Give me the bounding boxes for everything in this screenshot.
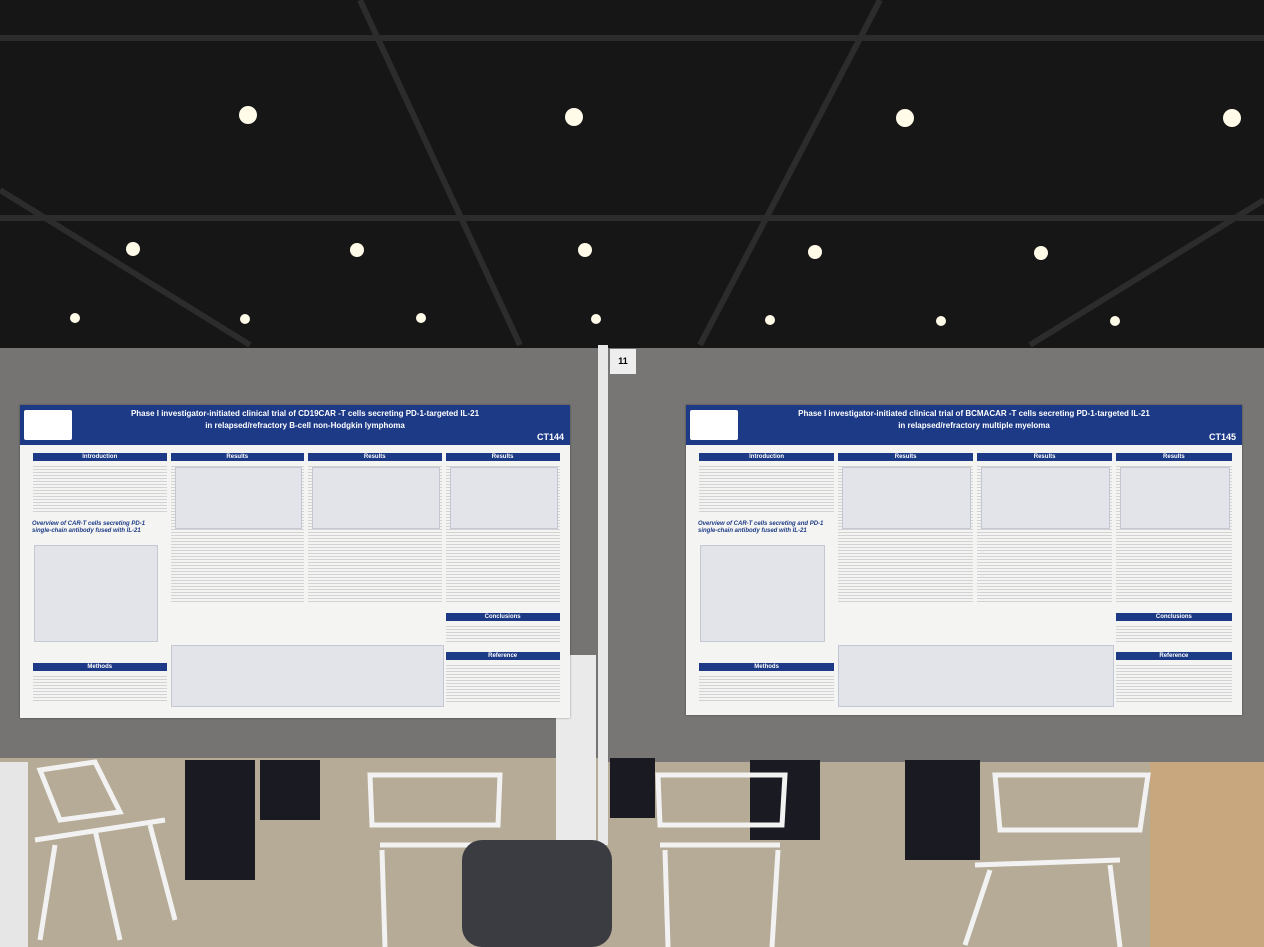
figure [700, 545, 825, 642]
section-text [445, 663, 560, 702]
poster-title: Phase I investigator-initiated clinical … [798, 409, 1150, 418]
section-header: Conclusions [445, 613, 560, 621]
section-text [699, 674, 835, 702]
section-header: Introduction [33, 453, 167, 461]
poster-code: CT145 [1208, 432, 1236, 442]
poster-title: in relapsed/refractory multiple myeloma [898, 421, 1050, 430]
figure [1120, 467, 1230, 529]
figure [174, 467, 302, 529]
section-text [33, 464, 167, 512]
section-header: Results [308, 453, 442, 461]
poster-title: Phase I investigator-initiated clinical … [130, 409, 480, 418]
section-header: Results [1116, 453, 1232, 461]
logo [690, 410, 738, 440]
ceiling [0, 0, 1264, 350]
section-header: Introduction [699, 453, 835, 461]
backpack [462, 840, 612, 947]
board-post [598, 345, 608, 845]
figure [170, 645, 444, 707]
wall [0, 762, 28, 947]
section-header: Methods [699, 663, 835, 671]
section-header: Reference [445, 652, 560, 660]
poster-code: CT144 [536, 432, 564, 442]
section-header: Results [838, 453, 974, 461]
section-header: Results [977, 453, 1113, 461]
section-text [699, 464, 835, 512]
overview-heading: Overview of CAR-T cells secreting PD-1 s… [32, 521, 146, 534]
chairs [34, 759, 1151, 947]
poster: Phase I investigator-initiated clinical … [686, 405, 1242, 715]
figure [838, 645, 1115, 707]
curtain [1150, 762, 1264, 947]
poster-header: Phase I investigator-initiated clinical … [686, 405, 1242, 445]
section-text [445, 624, 560, 642]
section-header: Results [445, 453, 560, 461]
section-header: Methods [33, 663, 167, 671]
section-text [33, 674, 167, 702]
ceiling-beams [0, 0, 1264, 348]
figure [312, 467, 440, 529]
ceiling-lights [70, 106, 1241, 326]
poster-title: in relapsed/refractory B-cell non-Hodgki… [205, 421, 405, 430]
section-text [1116, 663, 1232, 702]
section-text [1116, 624, 1232, 642]
poster-header: Phase I investigator-initiated clinical … [20, 405, 570, 445]
figure [981, 467, 1111, 529]
section-header: Conclusions [1116, 613, 1232, 621]
figure [842, 467, 972, 529]
logo [24, 410, 72, 440]
figure [449, 467, 558, 529]
section-header: Results [170, 453, 304, 461]
section-header: Reference [1116, 652, 1232, 660]
poster: Phase I investigator-initiated clinical … [20, 405, 570, 718]
overview-heading: Overview of CAR-T cells secreting and PD… [698, 521, 824, 534]
board-number: 11 [610, 349, 636, 374]
figure [34, 545, 158, 642]
